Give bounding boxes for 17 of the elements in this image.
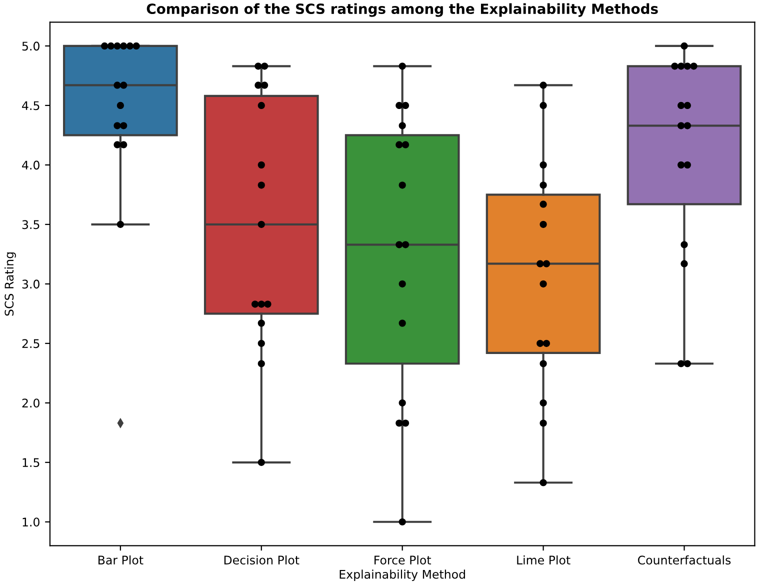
y-tick-label: 4.5: [22, 101, 40, 110]
x-tick-label: Counterfactuals: [638, 555, 731, 565]
x-tick-label: Force Plot: [374, 555, 432, 565]
y-axis-title: SCS Rating: [4, 252, 16, 316]
x-tick-label: Bar Plot: [98, 555, 144, 565]
x-tick-label: Decision Plot: [224, 555, 300, 565]
y-tick-label: 4.0: [22, 160, 40, 170]
y-tick-label: 1.5: [22, 458, 40, 468]
chart-title: Comparison of the SCS ratings among the Explainability Methods: [146, 3, 658, 17]
x-tick-label: Lime Plot: [517, 555, 570, 565]
y-tick-label: 3.0: [22, 280, 40, 289]
y-tick-label: 2.5: [22, 339, 40, 348]
x-axis-title: Explainability Method: [340, 570, 465, 582]
y-tick-label: 3.5: [22, 220, 40, 230]
y-tick-label: 1.0: [22, 518, 40, 527]
y-tick-label: 5.0: [22, 42, 40, 51]
y-tick-label: 2.0: [22, 398, 40, 408]
